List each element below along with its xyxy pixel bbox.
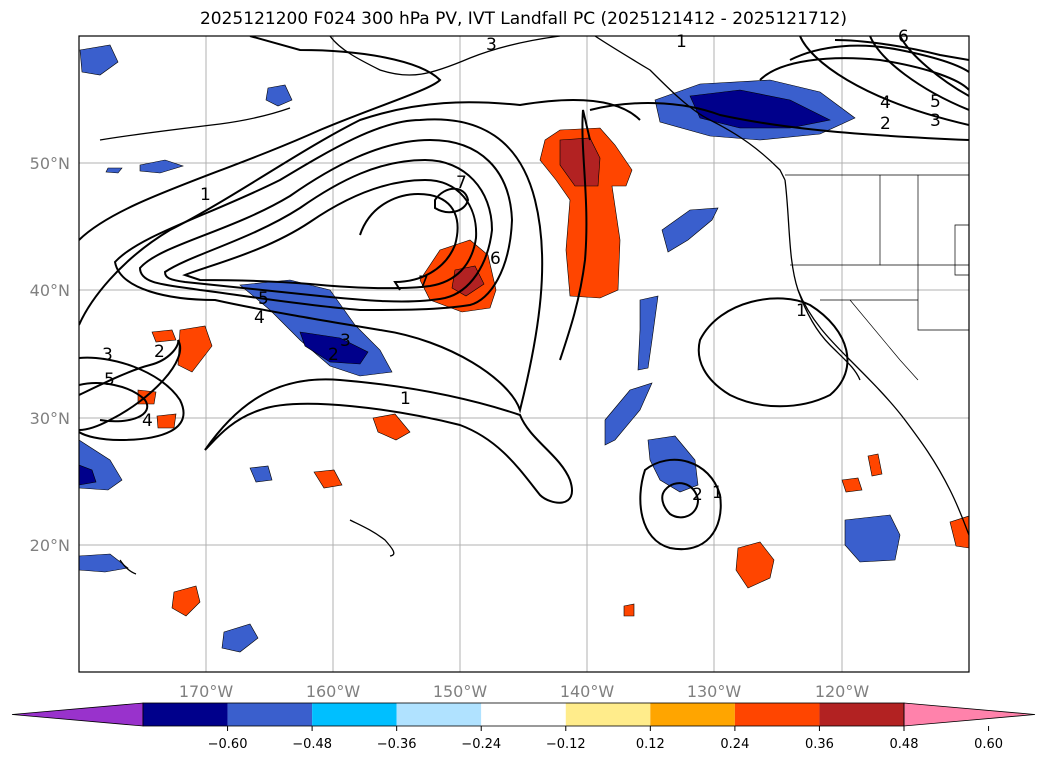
contour-label: 5: [104, 370, 115, 390]
contour-label: 5: [258, 289, 269, 309]
contour-label: 3: [486, 35, 497, 55]
lon-label: 150°W: [433, 682, 488, 701]
lat-label: 20°N: [30, 536, 70, 555]
contour-label: 4: [880, 93, 891, 113]
contour-label: 1: [200, 185, 211, 205]
colorbar-tick-label: 0.60: [974, 737, 1003, 752]
lat-label: 40°N: [30, 281, 70, 300]
colorbar-segment: [819, 703, 904, 726]
contour-label: 6: [898, 27, 909, 47]
colorbar-extend-low: [11, 702, 144, 727]
contour-label: 1: [676, 32, 687, 52]
latitude-labels: 50°N 40°N 30°N 20°N: [30, 154, 70, 555]
colorbar-ticks: −0.60 −0.48 −0.36 −0.24 −0.12 0.12 0.24 0.36 0.4…: [208, 726, 1003, 752]
contour-label: 4: [254, 308, 265, 328]
lat-label: 50°N: [30, 154, 70, 173]
colorbar-segment: [396, 703, 482, 726]
colorbar-tick-label: 0.24: [720, 737, 749, 752]
contour-label: 5: [930, 92, 941, 112]
contour-label: 3: [102, 345, 113, 365]
colorbar-segment: [565, 703, 651, 726]
colorbar-segment: [143, 703, 228, 726]
colorbar-segment: [227, 703, 313, 726]
chart-title: 2025121200 F024 300 hPa PV, IVT Landfall…: [199, 9, 847, 29]
contour-label: 2: [880, 114, 891, 134]
contour-label: 6: [490, 249, 501, 269]
negative-anomaly-areas: [79, 44, 901, 653]
contour-label: 2: [154, 342, 165, 362]
colorbar-segment: [650, 703, 735, 726]
contour-label: 4: [142, 411, 153, 431]
lon-label: 130°W: [687, 682, 742, 701]
contour-label: 7: [418, 273, 429, 293]
lon-label: 140°W: [560, 682, 615, 701]
contour-label: 2: [692, 485, 703, 505]
pv-contours: [79, 36, 969, 551]
contour-label: 7: [456, 173, 467, 193]
colorbar-tick-label: −0.36: [377, 737, 417, 752]
contour-label: 1: [712, 483, 723, 503]
contour-label: 2: [328, 345, 339, 365]
colorbar-tick-label: −0.48: [292, 737, 332, 752]
colorbar: [11, 702, 1036, 727]
lon-label: 170°W: [179, 682, 234, 701]
colorbar-tick-label: −0.12: [546, 737, 586, 752]
colorbar-outline: [142, 702, 905, 727]
colorbar-tick-label: 0.12: [636, 737, 665, 752]
contour-labels: 3 1 6 5 4 2 3 1 7 6 7 5 4 3 2 3 2 5 4 1 …: [102, 27, 941, 505]
colorbar-segment: [312, 703, 397, 726]
colorbar-segment: [734, 703, 820, 726]
map-frame: [78, 35, 970, 673]
colorbar-extend-high: [903, 702, 1036, 727]
colorbar-tick-label: 0.36: [805, 737, 834, 752]
colorbar-tick-label: −0.24: [461, 737, 501, 752]
longitude-labels: 170°W 160°W 150°W 140°W 130°W 120°W: [179, 682, 870, 701]
lat-label: 30°N: [30, 409, 70, 428]
lon-label: 120°W: [815, 682, 870, 701]
borders: [785, 174, 969, 381]
map-area: [79, 36, 969, 672]
coastlines: [99, 36, 969, 575]
contour-label: 3: [340, 331, 351, 351]
colorbar-segment: [481, 703, 566, 726]
contour-label: 3: [930, 111, 941, 131]
colorbar-tick-label: 0.48: [890, 737, 919, 752]
lon-label: 160°W: [306, 682, 361, 701]
positive-anomaly-areas: [137, 127, 969, 617]
colorbar-tick-label: −0.60: [208, 737, 248, 752]
contour-label: 1: [796, 301, 807, 321]
contour-label: 1: [400, 389, 411, 409]
